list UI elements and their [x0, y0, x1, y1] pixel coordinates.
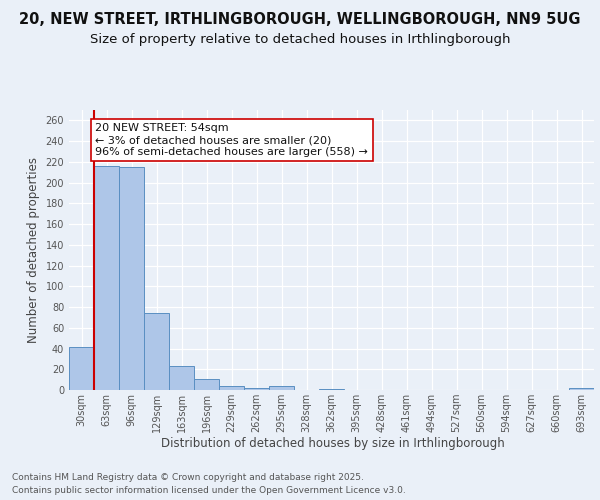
- Bar: [69, 348, 94, 390]
- Y-axis label: Number of detached properties: Number of detached properties: [27, 157, 40, 343]
- Bar: [269, 386, 294, 390]
- Text: 20, NEW STREET, IRTHLINGBOROUGH, WELLINGBOROUGH, NN9 5UG: 20, NEW STREET, IRTHLINGBOROUGH, WELLING…: [19, 12, 581, 28]
- Text: Contains public sector information licensed under the Open Government Licence v3: Contains public sector information licen…: [12, 486, 406, 495]
- Text: Size of property relative to detached houses in Irthlingborough: Size of property relative to detached ho…: [90, 32, 510, 46]
- Bar: [94, 166, 119, 390]
- Bar: [319, 389, 344, 390]
- Bar: [144, 314, 169, 390]
- Text: Distribution of detached houses by size in Irthlingborough: Distribution of detached houses by size …: [161, 438, 505, 450]
- Text: Contains HM Land Registry data © Crown copyright and database right 2025.: Contains HM Land Registry data © Crown c…: [12, 472, 364, 482]
- Bar: [194, 378, 219, 390]
- Bar: [169, 366, 194, 390]
- Bar: [119, 167, 144, 390]
- Bar: [244, 388, 269, 390]
- Bar: [219, 386, 244, 390]
- Bar: [569, 388, 594, 390]
- Text: 20 NEW STREET: 54sqm
← 3% of detached houses are smaller (20)
96% of semi-detach: 20 NEW STREET: 54sqm ← 3% of detached ho…: [95, 124, 368, 156]
